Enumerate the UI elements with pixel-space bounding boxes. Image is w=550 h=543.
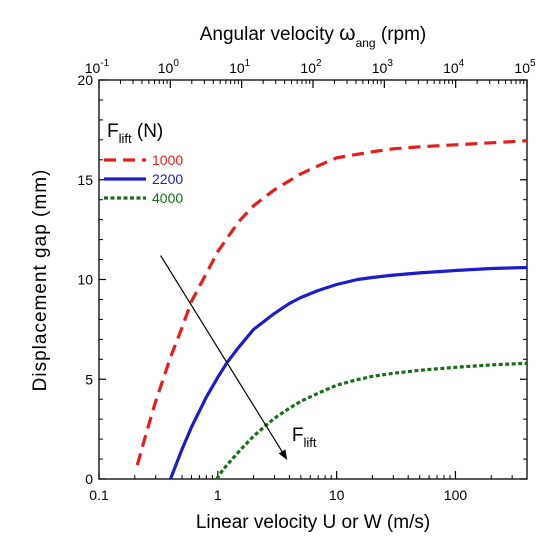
y-tick-label: 15: [77, 172, 93, 188]
annotation-group: Flift: [160, 255, 317, 460]
top-tick-label: 104: [443, 58, 465, 76]
x-tick-label: 100: [444, 487, 468, 503]
y-axis-title: Displacement gap (mm): [30, 169, 51, 392]
legend-title: Flift (N): [107, 121, 163, 146]
x-axis: 0.1 1 10 100: [89, 471, 528, 503]
top-tick-label: 105: [514, 58, 536, 76]
y-tick-label: 20: [77, 72, 93, 88]
top-tick-label: 101: [229, 58, 251, 76]
top-tick-label: 102: [300, 58, 322, 76]
top-tick-label: 10-1: [85, 58, 110, 76]
x-tick-label: 10: [329, 487, 345, 503]
legend: Flift (N) 1000 2200 4000: [104, 121, 183, 206]
series-group: [135, 139, 528, 480]
y-tick-label: 10: [77, 272, 93, 288]
x-tick-label: 1: [214, 487, 222, 503]
top-tick-label: 103: [372, 58, 394, 76]
x-axis-title: Linear velocity U or W (m/s): [196, 512, 430, 533]
y-axis: 0 5 10 15 20: [77, 72, 527, 487]
top-axis-title: Angular velocity ωang (rpm): [200, 22, 427, 50]
legend-label-1000: 1000: [152, 152, 183, 168]
legend-label-4000: 4000: [152, 190, 183, 206]
y-tick-label: 0: [85, 471, 93, 487]
series-line-2200: [169, 265, 528, 480]
top-tick-label: 100: [158, 58, 180, 76]
top-axis: 10-1 100 101 102 103 104 105: [85, 58, 536, 88]
legend-label-2200: 2200: [152, 171, 183, 187]
annotation-arrow: [160, 255, 288, 460]
x-tick-label: 0.1: [89, 487, 109, 503]
series-line-4000: [215, 361, 528, 480]
annotation-label: Flift: [292, 425, 317, 450]
series-line-1000: [135, 139, 528, 466]
y-tick-label: 5: [85, 371, 93, 387]
